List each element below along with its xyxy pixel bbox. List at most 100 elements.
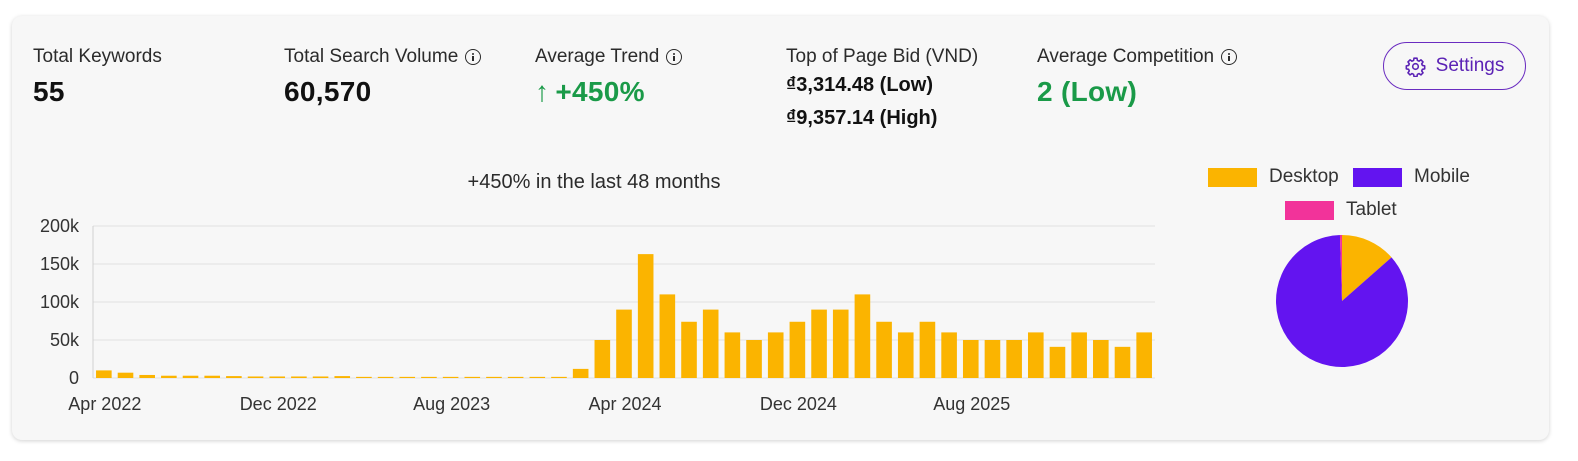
x-tick-label: Dec 2024 xyxy=(760,394,837,414)
bar[interactable] xyxy=(1071,332,1087,378)
bar[interactable] xyxy=(377,376,394,378)
bar[interactable] xyxy=(746,340,762,378)
bar[interactable] xyxy=(442,376,459,378)
bar[interactable] xyxy=(551,376,567,378)
bar[interactable] xyxy=(811,309,827,378)
bar[interactable] xyxy=(421,376,437,378)
bar[interactable] xyxy=(356,376,372,378)
legend-mobile-swatch xyxy=(1353,167,1402,187)
bar[interactable] xyxy=(1006,340,1022,378)
bar[interactable] xyxy=(507,376,524,378)
total-keywords-label: Total Keywords xyxy=(33,46,162,68)
pie-slice-mobile[interactable] xyxy=(1276,235,1408,367)
arrow-up-icon: ↑ xyxy=(535,76,550,107)
x-tick-label: Aug 2025 xyxy=(933,394,1010,414)
total-search-volume-label: Total Search Volume xyxy=(284,46,482,68)
bar[interactable] xyxy=(161,375,177,378)
bar[interactable] xyxy=(291,376,307,378)
bar[interactable] xyxy=(919,321,936,378)
bar[interactable] xyxy=(832,309,849,378)
bar[interactable] xyxy=(204,375,221,378)
bar[interactable] xyxy=(767,332,784,378)
x-tick-label: Dec 2022 xyxy=(240,394,317,414)
bar[interactable] xyxy=(247,376,264,378)
bar[interactable] xyxy=(616,309,632,378)
bar[interactable] xyxy=(897,332,914,378)
average-trend-value: ↑ +450% xyxy=(535,76,682,108)
bar[interactable] xyxy=(702,309,719,378)
legend-mobile[interactable]: Mobile xyxy=(1353,166,1470,188)
pie-slice-desktop[interactable] xyxy=(1342,235,1392,301)
bar[interactable] xyxy=(1049,346,1066,378)
search-volume-bar-chart: 0 50k 100k 150k 200k Apr 2022 Dec 2022 Aug 2023… xyxy=(40,216,1155,414)
bar[interactable] xyxy=(96,370,112,378)
bar[interactable] xyxy=(464,376,481,378)
average-trend-label-text: Average Trend xyxy=(535,46,660,67)
bar[interactable] xyxy=(854,294,871,378)
metric-total-search-volume: Total Search Volume 60,570 xyxy=(284,46,482,108)
bar[interactable] xyxy=(117,372,134,378)
bar[interactable] xyxy=(659,294,676,378)
bar[interactable] xyxy=(1027,332,1044,378)
chart-title: +450% in the last 48 months xyxy=(467,171,721,193)
total-keywords-value: 55 xyxy=(33,76,65,107)
bar[interactable] xyxy=(269,376,286,378)
legend-desktop-swatch xyxy=(1208,167,1257,187)
total-search-volume-label-text: Total Search Volume xyxy=(284,46,459,67)
average-trend-label: Average Trend xyxy=(535,46,683,68)
settings-button-label: Settings xyxy=(1435,55,1505,76)
metric-average-competition: Average Competition 2 (Low) xyxy=(1037,46,1238,108)
average-trend-value-text: +450% xyxy=(555,76,645,107)
x-tick-label: Apr 2022 xyxy=(68,394,141,414)
metric-average-trend: Average Trend ↑ +450% xyxy=(535,46,683,108)
info-icon[interactable] xyxy=(1221,49,1238,65)
y-tick-label: 200k xyxy=(40,216,80,236)
legend-mobile-label: Mobile xyxy=(1414,166,1470,187)
bar[interactable] xyxy=(1093,340,1109,378)
bar[interactable] xyxy=(139,374,155,378)
bar[interactable] xyxy=(1136,332,1152,378)
bar[interactable] xyxy=(876,321,892,378)
metric-total-keywords: Total Keywords 55 xyxy=(33,46,162,108)
average-competition-label-text: Average Competition xyxy=(1037,46,1215,67)
settings-button[interactable]: Settings xyxy=(1383,42,1526,90)
bid-high-value: ₫9,357.14 (High) xyxy=(786,107,938,129)
bar[interactable] xyxy=(226,376,242,378)
top-of-page-bid-label: Top of Page Bid (VND) xyxy=(786,46,978,68)
info-icon[interactable] xyxy=(666,49,683,65)
bar[interactable] xyxy=(962,340,979,378)
average-competition-value: 2 (Low) xyxy=(1037,76,1138,107)
bar[interactable] xyxy=(182,375,199,378)
bar[interactable] xyxy=(594,340,611,378)
bar[interactable] xyxy=(486,376,502,378)
bar[interactable] xyxy=(312,376,329,378)
bid-low-value: ₫3,314.48 (Low) xyxy=(786,74,933,96)
legend-tablet[interactable]: Tablet xyxy=(1285,199,1397,221)
y-tick-label: 150k xyxy=(40,254,80,274)
metric-top-of-page-bid: Top of Page Bid (VND) ₫3,314.48 (Low) ₫9… xyxy=(786,46,978,130)
x-tick-label: Aug 2023 xyxy=(413,394,490,414)
y-tick-label: 0 xyxy=(69,368,79,388)
bar[interactable] xyxy=(572,368,589,378)
bar[interactable] xyxy=(724,332,741,378)
keyword-summary-card: Total Keywords 55 Total Search Volume 60… xyxy=(12,16,1549,440)
bar[interactable] xyxy=(1114,346,1131,378)
bar[interactable] xyxy=(637,254,654,378)
bar[interactable] xyxy=(984,340,1001,378)
total-keywords-label-text: Total Keywords xyxy=(33,46,162,67)
bar[interactable] xyxy=(941,332,957,378)
y-tick-label: 100k xyxy=(40,292,80,312)
device-pie-chart xyxy=(1276,235,1408,367)
legend-desktop-label: Desktop xyxy=(1269,166,1339,187)
pie-slice-tablet[interactable] xyxy=(1339,235,1342,301)
bar[interactable] xyxy=(334,376,351,378)
bar[interactable] xyxy=(529,376,546,378)
legend-desktop[interactable]: Desktop xyxy=(1208,166,1339,188)
bar[interactable] xyxy=(681,321,697,378)
bar[interactable] xyxy=(399,376,416,378)
y-tick-label: 50k xyxy=(50,330,80,350)
legend-tablet-label: Tablet xyxy=(1346,199,1397,220)
x-tick-label: Apr 2024 xyxy=(588,394,661,414)
info-icon[interactable] xyxy=(465,49,482,65)
bar[interactable] xyxy=(789,321,806,378)
